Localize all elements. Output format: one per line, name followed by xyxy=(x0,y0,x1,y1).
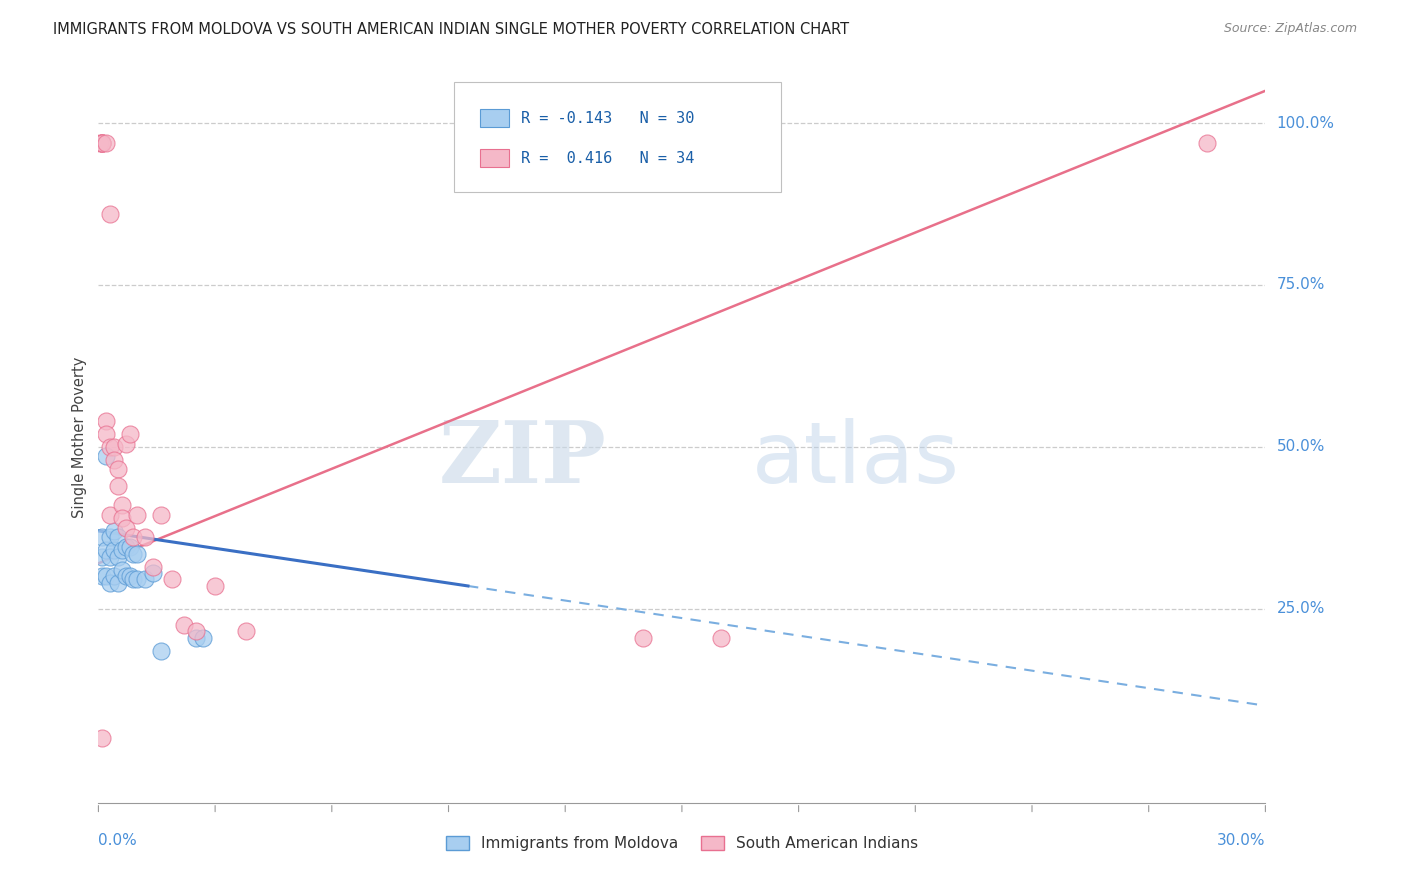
FancyBboxPatch shape xyxy=(454,82,782,192)
Point xyxy=(118,569,141,583)
Point xyxy=(127,573,149,587)
Point xyxy=(103,452,125,467)
Point xyxy=(122,573,145,587)
Point xyxy=(122,547,145,561)
Point xyxy=(103,569,125,583)
Point xyxy=(98,575,121,590)
Point xyxy=(103,524,125,538)
Point xyxy=(91,136,114,150)
Text: 75.0%: 75.0% xyxy=(1277,277,1324,293)
Point xyxy=(114,540,136,554)
Text: atlas: atlas xyxy=(752,417,960,500)
Text: IMMIGRANTS FROM MOLDOVA VS SOUTH AMERICAN INDIAN SINGLE MOTHER POVERTY CORRELATI: IMMIGRANTS FROM MOLDOVA VS SOUTH AMERICA… xyxy=(53,22,849,37)
Text: 0.0%: 0.0% xyxy=(98,833,138,848)
Point xyxy=(114,436,136,450)
Point xyxy=(193,631,215,645)
Point xyxy=(235,624,257,639)
Point xyxy=(91,569,114,583)
Point xyxy=(162,573,184,587)
Point xyxy=(184,631,207,645)
FancyBboxPatch shape xyxy=(479,149,509,168)
Point xyxy=(96,450,118,464)
Point xyxy=(89,136,111,150)
Text: R = -0.143   N = 30: R = -0.143 N = 30 xyxy=(520,111,695,126)
Point xyxy=(107,530,129,544)
Point xyxy=(631,631,654,645)
Point xyxy=(118,540,141,554)
Point xyxy=(91,136,114,150)
FancyBboxPatch shape xyxy=(479,109,509,128)
Point xyxy=(118,426,141,441)
Point xyxy=(1195,136,1218,150)
Point xyxy=(134,530,156,544)
Text: 100.0%: 100.0% xyxy=(1277,116,1334,130)
Point xyxy=(127,508,149,522)
Point xyxy=(111,543,134,558)
Y-axis label: Single Mother Poverty: Single Mother Poverty xyxy=(72,357,87,517)
Point xyxy=(173,617,195,632)
Point xyxy=(103,440,125,454)
Point xyxy=(111,563,134,577)
Point xyxy=(98,508,121,522)
Point xyxy=(98,440,121,454)
Text: Source: ZipAtlas.com: Source: ZipAtlas.com xyxy=(1223,22,1357,36)
Point xyxy=(91,549,114,564)
Text: 25.0%: 25.0% xyxy=(1277,601,1324,616)
Text: R =  0.416   N = 34: R = 0.416 N = 34 xyxy=(520,151,695,166)
Text: ZIP: ZIP xyxy=(439,417,606,501)
Text: 50.0%: 50.0% xyxy=(1277,439,1324,454)
Point xyxy=(122,530,145,544)
Point xyxy=(127,547,149,561)
Point xyxy=(111,498,134,512)
Point xyxy=(114,521,136,535)
Point xyxy=(149,643,172,657)
Point xyxy=(91,731,114,745)
Point xyxy=(103,543,125,558)
Point xyxy=(96,414,118,428)
Point xyxy=(91,136,114,150)
Point xyxy=(142,566,165,580)
Point xyxy=(142,559,165,574)
Point xyxy=(91,530,114,544)
Point xyxy=(96,426,118,441)
Point xyxy=(107,549,129,564)
Point xyxy=(107,478,129,492)
Legend: Immigrants from Moldova, South American Indians: Immigrants from Moldova, South American … xyxy=(440,830,924,857)
Point xyxy=(96,569,118,583)
Point xyxy=(96,136,118,150)
Text: 30.0%: 30.0% xyxy=(1218,833,1265,848)
Point xyxy=(204,579,226,593)
Point xyxy=(107,462,129,476)
Point xyxy=(107,575,129,590)
Point xyxy=(98,207,121,221)
Point xyxy=(111,511,134,525)
Point xyxy=(96,543,118,558)
Point xyxy=(134,573,156,587)
Point xyxy=(710,631,733,645)
Point xyxy=(184,624,207,639)
Point xyxy=(114,569,136,583)
Point xyxy=(91,136,114,150)
Point xyxy=(98,530,121,544)
Point xyxy=(98,549,121,564)
Point xyxy=(149,508,172,522)
